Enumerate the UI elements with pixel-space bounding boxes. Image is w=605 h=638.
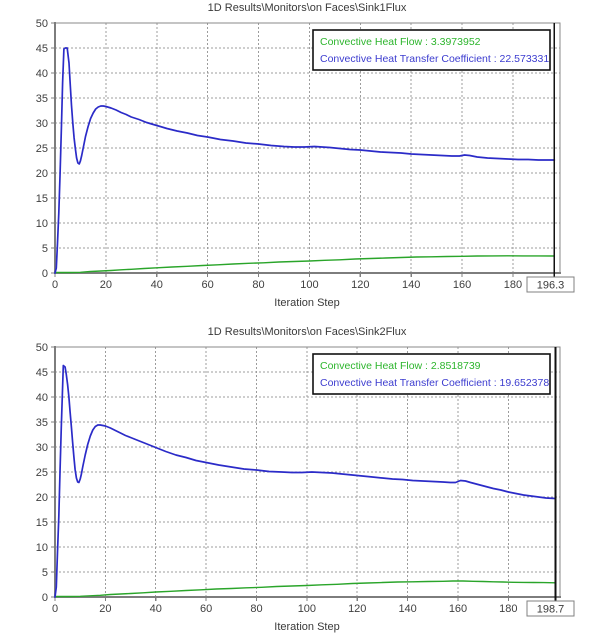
y-tick-label: 10 (36, 218, 48, 230)
y-tick-label: 20 (36, 492, 48, 504)
legend-box: Convective Heat Flow : 2.8518739 Convect… (312, 353, 551, 395)
chart-title: 1D Results\Monitors\on Faces\Sink1Flux (208, 2, 407, 14)
chart-svg-sink2flux: 0 20 40 60 80 100 120 140 160 180 0 5 10 15 20 25 30 35 40… (36, 326, 575, 633)
y-tick-label: 45 (36, 367, 48, 379)
x-tick-label: 0 (52, 279, 58, 291)
legend-border (312, 29, 551, 71)
curve-convective-heat-transfer-coefficient (54, 364, 557, 598)
x-tick-label: 140 (402, 279, 420, 291)
y-tick-label: 50 (36, 342, 48, 354)
x-tick-label: 60 (202, 279, 214, 291)
x-tick-label: 180 (499, 603, 517, 615)
curve-convective-heat-flow (54, 580, 557, 598)
y-tick-label: 30 (36, 442, 48, 454)
legend-heat-flow: Convective Heat Flow : 3.3973952 (320, 36, 481, 48)
x-tick-label: 80 (252, 279, 264, 291)
y-tick-label: 15 (36, 517, 48, 529)
curve-convective-heat-transfer-coefficient (54, 47, 556, 274)
legend-heat-flow: Convective Heat Flow : 2.8518739 (320, 360, 481, 372)
x-tick-label: 40 (150, 603, 162, 615)
legend-border (312, 353, 551, 395)
x-tick-label: 160 (453, 279, 471, 291)
y-tick-label: 10 (36, 542, 48, 554)
x-tick-label: 0 (52, 603, 58, 615)
x-tick-label: 100 (298, 603, 316, 615)
chart-svg-sink1flux: 0 20 40 60 80 100 120 140 160 180 0 5 10 15 20 25 30 35 40… (36, 2, 575, 309)
x-tick-label: 120 (351, 279, 369, 291)
y-tick-label: 5 (42, 243, 48, 255)
legend-box: Convective Heat Flow : 3.3973952 Convect… (312, 29, 551, 71)
y-tick-label: 20 (36, 168, 48, 180)
x-tick-label: 40 (151, 279, 163, 291)
axis-cursor-value[interactable]: 198.7 (526, 600, 575, 617)
y-tick-label: 30 (36, 118, 48, 130)
plot-area: 0 20 40 60 80 100 120 140 160 180 0 5 10 15 20 25 30 35 40… (36, 342, 561, 615)
x-tick-label: 20 (100, 279, 112, 291)
chart-sink1flux: 0 20 40 60 80 100 120 140 160 180 0 5 10 15 20 25 30 35 40… (0, 0, 605, 314)
cursor-value-box[interactable] (526, 276, 575, 293)
y-tick-label: 40 (36, 68, 48, 80)
x-tick-label: 120 (348, 603, 366, 615)
cursor-value-label[interactable]: 196.3 (537, 280, 565, 292)
legend-heat-transfer-coefficient: Convective Heat Transfer Coefficient : 2… (320, 53, 549, 65)
x-tick-label: 60 (200, 603, 212, 615)
x-tick-label: 180 (504, 279, 522, 291)
y-tick-label: 15 (36, 193, 48, 205)
x-tick-label: 80 (250, 603, 262, 615)
x-axis-title: Iteration Step (274, 621, 339, 633)
y-tick-label: 35 (36, 93, 48, 105)
y-tick-label: 0 (42, 268, 48, 280)
x-tick-label: 100 (300, 279, 318, 291)
curve-convective-heat-flow (54, 255, 556, 274)
legend-heat-transfer-coefficient: Convective Heat Transfer Coefficient : 1… (320, 377, 549, 389)
x-tick-label: 20 (99, 603, 111, 615)
x-tick-label: 140 (398, 603, 416, 615)
y-tick-label: 45 (36, 43, 48, 55)
cursor-value-label[interactable]: 198.7 (537, 604, 565, 616)
x-tick-label: 160 (449, 603, 467, 615)
axis-cursor-value[interactable]: 196.3 (526, 276, 575, 293)
y-tick-label: 40 (36, 392, 48, 404)
x-axis-title: Iteration Step (274, 297, 339, 309)
plot-area: 0 20 40 60 80 100 120 140 160 180 0 5 10 15 20 25 30 35 40… (36, 18, 561, 291)
y-tick-label: 50 (36, 18, 48, 30)
y-tick-label: 0 (42, 592, 48, 604)
y-tick-label: 35 (36, 417, 48, 429)
y-tick-label: 25 (36, 143, 48, 155)
y-tick-label: 25 (36, 467, 48, 479)
cursor-value-box[interactable] (526, 600, 575, 617)
y-tick-label: 5 (42, 567, 48, 579)
chart-title: 1D Results\Monitors\on Faces\Sink2Flux (208, 326, 407, 338)
chart-sink2flux: 0 20 40 60 80 100 120 140 160 180 0 5 10 15 20 25 30 35 40… (0, 324, 605, 638)
